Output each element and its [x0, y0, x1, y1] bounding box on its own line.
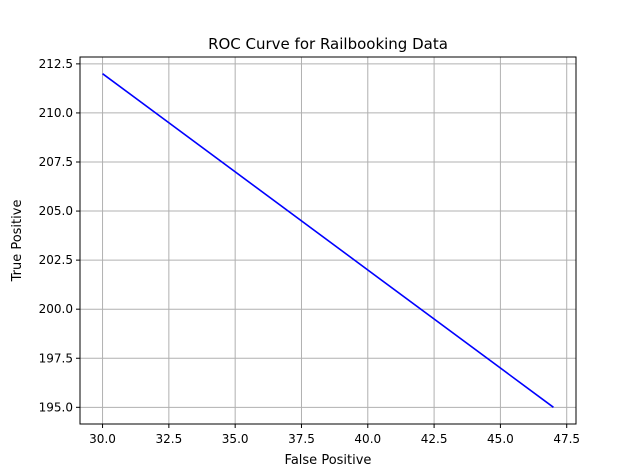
- x-tick-label: 37.5: [288, 432, 315, 446]
- y-tick-label: 195.0: [39, 400, 73, 414]
- y-tick-label: 202.5: [39, 253, 73, 267]
- y-tick-label: 210.0: [39, 106, 73, 120]
- x-tick-label: 40.0: [354, 432, 381, 446]
- series-layer: [102, 73, 554, 408]
- grid-layer: [80, 57, 576, 424]
- y-tick-label: 200.0: [39, 302, 73, 316]
- x-tick-label: 35.0: [222, 432, 249, 446]
- x-tick-label: 30.0: [89, 432, 116, 446]
- x-tick-label: 47.5: [553, 432, 580, 446]
- x-tick-label: 32.5: [155, 432, 182, 446]
- ticks-layer: 30.0 32.5 35.0 37.5 40.0 42.5 45.0 47.5 195.0 197…: [39, 57, 580, 446]
- y-tick-label: 205.0: [39, 204, 73, 218]
- y-tick-label: 212.5: [39, 57, 73, 71]
- x-axis-label: False Positive: [285, 453, 372, 468]
- chart-title: ROC Curve for Railbooking Data: [208, 35, 448, 53]
- y-tick-label: 197.5: [39, 351, 73, 365]
- plot-frame: [79, 56, 577, 425]
- y-tick-label: 207.5: [39, 155, 73, 169]
- x-tick-label: 42.5: [421, 432, 448, 446]
- x-tick-label: 45.0: [487, 432, 514, 446]
- y-axis-label: True Positive: [10, 200, 25, 283]
- series-line: [102, 73, 554, 408]
